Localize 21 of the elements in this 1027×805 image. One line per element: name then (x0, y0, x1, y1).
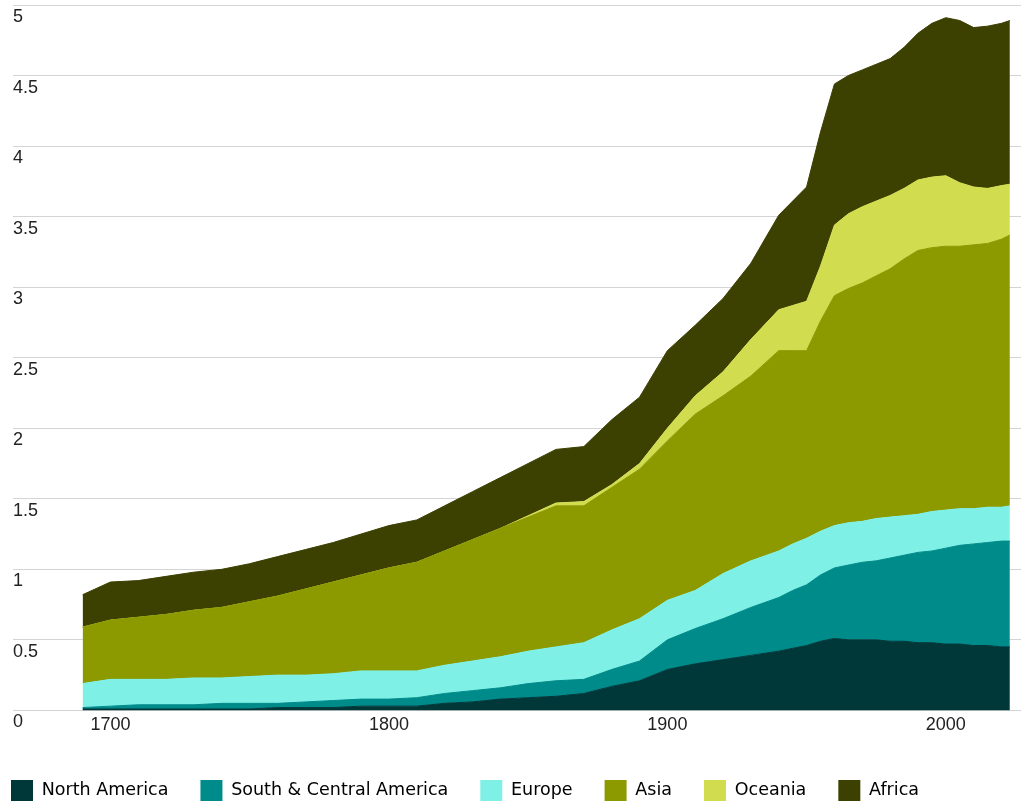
y-tick-label: 3 (13, 288, 24, 309)
y-tick-label: 5 (13, 5, 24, 26)
x-tick-label: 1900 (647, 714, 688, 735)
legend-label: Europe (511, 779, 573, 800)
y-tick-label: 4 (13, 147, 24, 168)
legend-label: South & Central America (231, 779, 449, 800)
legend-label: Africa (869, 779, 919, 800)
y-tick-label: 2 (13, 429, 24, 450)
y-tick-label: 1 (13, 570, 24, 591)
y-tick-label: 0 (13, 711, 24, 732)
y-tick-label: 3.5 (13, 217, 39, 238)
x-tick-label: 2000 (925, 714, 966, 735)
legend-label: Oceania (734, 779, 807, 800)
legend-label: Asia (635, 779, 673, 800)
x-tick-label: 1700 (90, 714, 131, 735)
x-tick-label: 1800 (368, 714, 409, 735)
y-tick-label: 2.5 (13, 358, 39, 379)
y-tick-label: 0.5 (13, 640, 39, 661)
legend-label: North America (41, 779, 169, 800)
y-tick-label: 4.5 (13, 76, 39, 97)
y-tick-label: 1.5 (13, 499, 39, 520)
